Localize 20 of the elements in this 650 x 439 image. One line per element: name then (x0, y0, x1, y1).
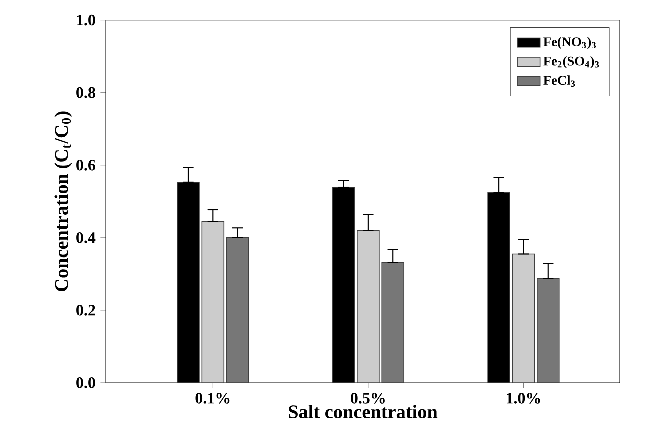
y-tick-label: 0.6 (76, 160, 96, 171)
x-axis-title: Salt concentration (289, 405, 438, 419)
bar (536, 278, 560, 383)
y-tick-label: 1.0 (77, 14, 96, 26)
x-tick-label: 1.0% (507, 393, 540, 404)
bar (357, 230, 380, 383)
bar (202, 221, 225, 383)
bar (226, 237, 250, 383)
legend-label: Fe$_{2}$(SO$_{4}$)$_{3}$ (544, 56, 600, 69)
y-tick-label: 0.0 (76, 378, 96, 388)
y-tick-label: 0.4 (76, 232, 96, 244)
x-tick-label: 0.1% (196, 393, 230, 404)
y-tick-label: 0.2 (76, 305, 96, 316)
legend-label: Fe(NO$_{3}$)$_{3}$ (544, 37, 596, 50)
x-tick-label: 0.5% (351, 393, 385, 404)
y-axis-title: Concentration (C$_{t}$/C$_{0}$) (54, 112, 72, 292)
bar (512, 254, 536, 383)
legend-label: FeCl$_{3}$ (544, 76, 576, 88)
bar (382, 262, 405, 383)
y-tick-label: 0.8 (76, 87, 96, 98)
